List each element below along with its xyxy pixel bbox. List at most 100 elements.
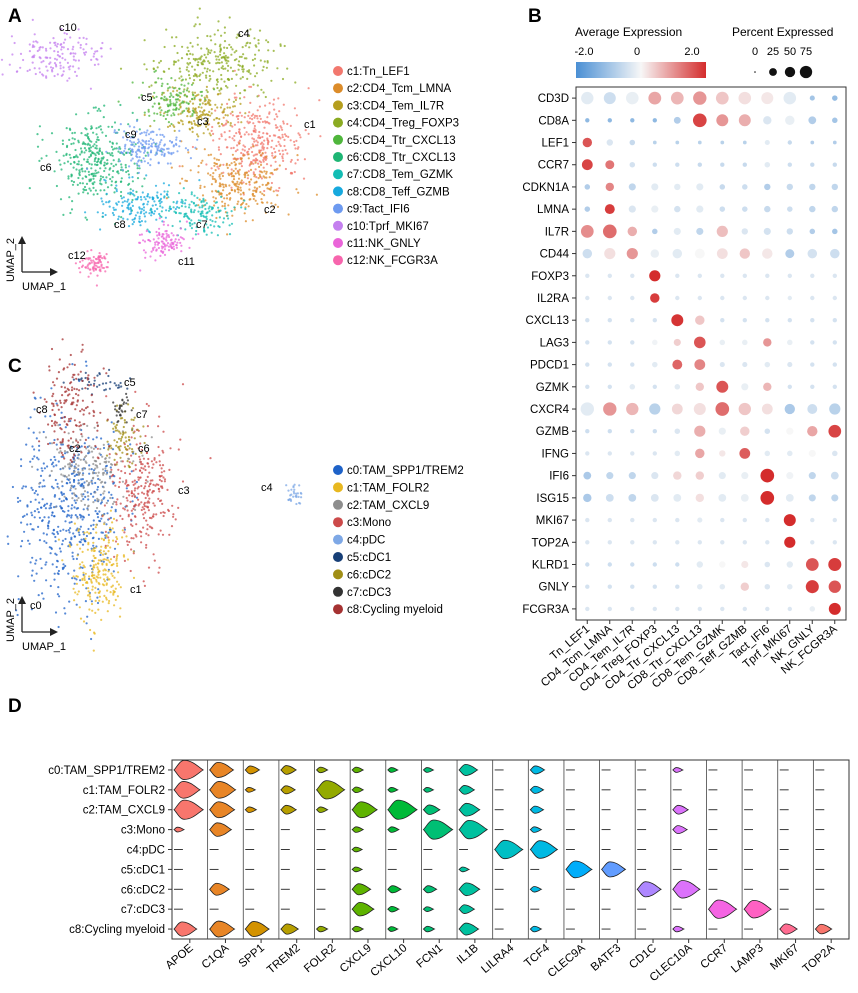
dotplot-dot — [740, 494, 749, 502]
dotplot-dot — [652, 451, 657, 456]
umap-a-ylabel: UMAP_2 — [5, 238, 17, 282]
dotplot-dot — [762, 248, 773, 259]
dotplot-dot — [720, 517, 725, 523]
umap-c-cluster-5 — [62, 368, 132, 396]
dotplot-dot — [832, 340, 837, 345]
dotplot-dot — [765, 295, 770, 301]
violin-gene-label: CXCL10 — [369, 942, 410, 979]
dotplot-dot — [650, 494, 659, 502]
violin-cluster-label: c2:TAM_CXCL9 — [83, 805, 165, 817]
dotplot-dot — [607, 273, 612, 278]
umap-a-cluster-3 — [143, 73, 247, 138]
dotplot-gene-label: CXCR4 — [530, 404, 570, 416]
dotplot-gene-label: CDKN1A — [522, 182, 569, 194]
legend-c-swatch — [333, 586, 343, 597]
dotplot-dot — [674, 183, 681, 191]
legend-a-swatch — [333, 255, 343, 266]
legend-c-label: c4:pDC — [347, 535, 385, 547]
umap-myeloid-panel: c0 c1 c2 c3 c4 c5 c6 c7 c8 — [6, 338, 303, 652]
legend-a-label: c10:Tprf_MKI67 — [347, 221, 429, 233]
legend-a-label: c3:CD4_Tem_IL7R — [347, 100, 444, 112]
umap-a-tag: c11 — [178, 256, 195, 268]
violin-shape — [529, 840, 559, 859]
dotplot-dot — [742, 184, 748, 190]
umap-c-axes: UMAP_1 UMAP_2 — [5, 596, 66, 653]
dotplot-dot — [607, 584, 612, 589]
dotplot-dot — [585, 273, 590, 278]
dotplot-dot — [651, 472, 659, 480]
violin-shape — [387, 905, 400, 913]
dotplot-dot — [607, 340, 612, 345]
dotplot-dot — [697, 162, 702, 167]
dotplot-dot — [719, 362, 725, 368]
violin-shape — [173, 781, 201, 799]
dotplot-dot — [760, 468, 775, 483]
legend-a-swatch — [333, 203, 343, 214]
dotplot-dot — [628, 205, 636, 213]
dotplot-dot — [807, 426, 818, 437]
dotplot-dot — [580, 402, 594, 416]
dotplot-dot — [828, 580, 841, 593]
dotplot-dot — [585, 384, 590, 389]
dotplot-dot — [604, 204, 615, 215]
violin-shape — [315, 806, 329, 813]
violin-cluster-label: c1:TAM_FOLR2 — [83, 785, 165, 797]
panel-letter-c: C — [8, 356, 22, 377]
dotplot-dot — [810, 295, 815, 301]
dotplot-dot — [603, 92, 616, 105]
umap-c-cluster-7 — [112, 392, 133, 424]
violin-shape — [779, 923, 799, 935]
dotplot-dot — [607, 540, 612, 545]
dotplot-dot — [650, 249, 659, 258]
dotplot-dot — [695, 471, 704, 480]
umap-c-tag: c1 — [130, 584, 142, 596]
dotplot-dot — [606, 472, 614, 480]
dotplot-dot — [830, 471, 839, 480]
violin-shape — [387, 767, 399, 773]
dotplot-size-key — [769, 68, 777, 76]
dotplot-dot — [764, 139, 770, 146]
dotplot-dot — [674, 428, 681, 434]
dotplot-dot — [605, 494, 614, 502]
dotplot-dot — [741, 472, 749, 480]
dotplot-dot — [832, 318, 837, 323]
dotplot-dot — [585, 584, 590, 589]
violin-shape — [173, 826, 186, 833]
violin-shape — [422, 804, 441, 815]
dotplot-dot — [652, 606, 657, 612]
dotplot-dot — [652, 517, 657, 523]
dotplot-dot — [739, 248, 750, 259]
dotplot-dot — [738, 91, 752, 105]
dotplot-dot — [832, 95, 838, 101]
dotplot-dot — [810, 540, 815, 545]
dotplot-dot — [787, 140, 792, 145]
dotplot-dot — [581, 91, 594, 105]
violin-shape — [244, 806, 258, 813]
dotplot-dot — [810, 318, 815, 323]
dotplot-gene-label: CD3D — [538, 93, 569, 105]
violin-shape — [458, 820, 489, 840]
violin-shape — [244, 921, 270, 938]
violin-shape — [529, 925, 543, 933]
legend-c-label: c6:cDC2 — [347, 569, 391, 581]
violin-shape — [422, 906, 435, 912]
dotplot-gene-label: LAG3 — [540, 337, 569, 349]
dotplot-dot — [675, 562, 680, 567]
dotplot-dot — [787, 450, 793, 457]
legend-c-label: c1:TAM_FOLR2 — [347, 482, 429, 494]
dotplot-dot — [652, 562, 657, 567]
violin-shape — [672, 804, 690, 815]
violin-shape — [387, 926, 399, 932]
violin-shape — [209, 761, 235, 778]
violin-gene-label: CD1C — [627, 942, 659, 971]
dotplot-dot — [673, 116, 681, 124]
dotplot-gene-label: GZMB — [536, 426, 570, 438]
dotplot-dot — [674, 450, 681, 457]
dotplot-dot — [763, 116, 772, 125]
dotplot-size-tick: 75 — [800, 46, 812, 58]
violin-gene-label: BATF3 — [589, 942, 623, 974]
dotplot-gene-label: CCR7 — [538, 160, 569, 172]
dotplot-dot — [630, 273, 635, 278]
dotplot-dot — [787, 162, 792, 167]
